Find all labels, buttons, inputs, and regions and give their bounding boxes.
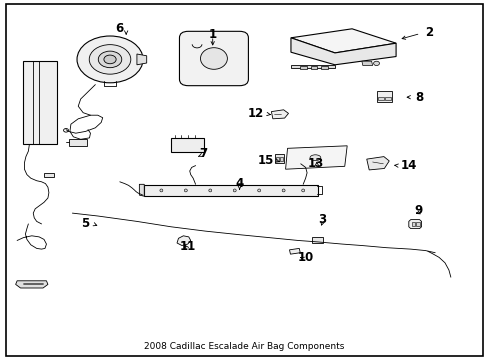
Text: 13: 13 bbox=[306, 157, 323, 170]
Ellipse shape bbox=[301, 189, 304, 192]
Ellipse shape bbox=[104, 55, 116, 64]
Polygon shape bbox=[137, 54, 146, 65]
Polygon shape bbox=[285, 146, 346, 169]
Bar bbox=[144, 185, 317, 196]
Polygon shape bbox=[290, 65, 334, 68]
Text: 14: 14 bbox=[400, 159, 416, 172]
Bar bbox=[376, 91, 391, 102]
Text: 8: 8 bbox=[415, 91, 423, 104]
Ellipse shape bbox=[233, 189, 236, 192]
Ellipse shape bbox=[89, 45, 131, 74]
Bar bbox=[171, 138, 204, 152]
Bar bbox=[378, 97, 384, 100]
Text: 1: 1 bbox=[208, 28, 216, 41]
Text: 7: 7 bbox=[199, 147, 206, 159]
Ellipse shape bbox=[77, 36, 143, 83]
Bar bbox=[69, 139, 87, 146]
Polygon shape bbox=[408, 220, 421, 229]
Bar bbox=[23, 61, 57, 144]
Polygon shape bbox=[271, 110, 288, 119]
Bar bbox=[44, 173, 54, 177]
Polygon shape bbox=[290, 29, 395, 53]
Ellipse shape bbox=[309, 155, 320, 161]
Ellipse shape bbox=[373, 61, 379, 66]
Text: 4: 4 bbox=[235, 177, 243, 190]
Polygon shape bbox=[361, 61, 372, 66]
Ellipse shape bbox=[184, 189, 187, 192]
Bar bbox=[299, 66, 306, 69]
Bar bbox=[311, 237, 322, 243]
Polygon shape bbox=[289, 248, 300, 254]
Ellipse shape bbox=[257, 189, 260, 192]
Text: 9: 9 bbox=[413, 204, 421, 217]
Bar bbox=[384, 97, 390, 100]
Polygon shape bbox=[177, 236, 190, 246]
Ellipse shape bbox=[208, 189, 211, 192]
Polygon shape bbox=[290, 38, 395, 65]
Bar bbox=[321, 66, 327, 69]
Text: 2: 2 bbox=[425, 26, 433, 39]
Text: 5: 5 bbox=[81, 217, 89, 230]
Bar bbox=[276, 157, 279, 161]
Bar bbox=[310, 66, 317, 69]
Text: 2008 Cadillac Escalade Air Bag Components: 2008 Cadillac Escalade Air Bag Component… bbox=[144, 342, 344, 351]
Text: 10: 10 bbox=[297, 251, 313, 264]
Ellipse shape bbox=[282, 189, 285, 192]
Bar bbox=[415, 222, 419, 226]
Bar bbox=[279, 157, 282, 161]
Polygon shape bbox=[139, 184, 144, 196]
Ellipse shape bbox=[200, 48, 227, 69]
Ellipse shape bbox=[98, 51, 122, 68]
Polygon shape bbox=[366, 157, 388, 170]
Ellipse shape bbox=[63, 129, 68, 132]
Bar bbox=[411, 222, 414, 226]
Bar bbox=[274, 154, 283, 163]
Ellipse shape bbox=[160, 189, 163, 192]
Text: 11: 11 bbox=[180, 240, 196, 253]
Polygon shape bbox=[16, 281, 48, 288]
Text: 6: 6 bbox=[116, 22, 123, 35]
Text: 3: 3 bbox=[318, 213, 326, 226]
Text: 15: 15 bbox=[257, 154, 273, 167]
FancyBboxPatch shape bbox=[179, 31, 248, 86]
Text: 12: 12 bbox=[247, 107, 264, 120]
